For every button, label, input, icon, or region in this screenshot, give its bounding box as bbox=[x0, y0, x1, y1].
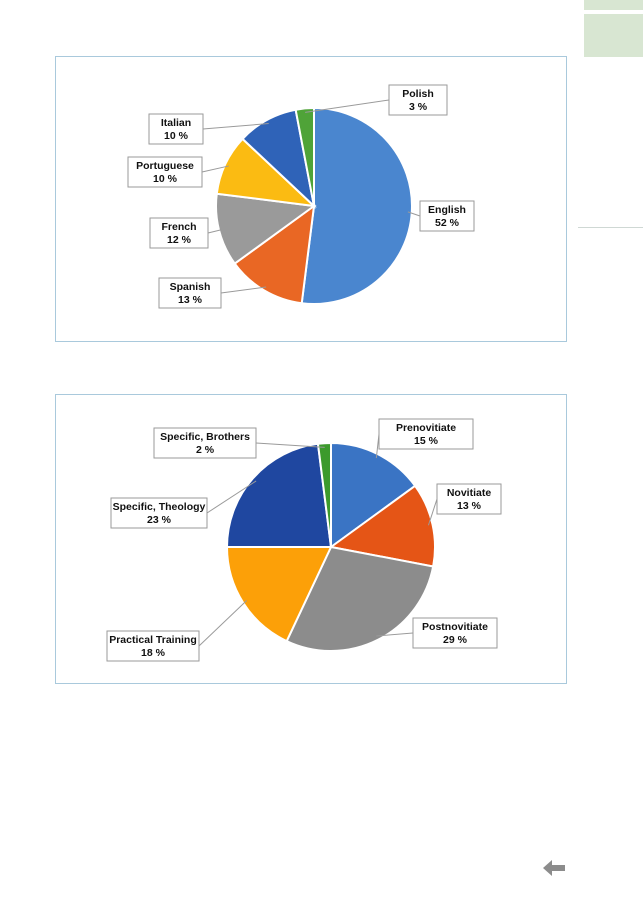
percent-label: 52 % bbox=[435, 217, 460, 229]
category-label: Postnovitiate bbox=[422, 621, 488, 633]
data-label-box bbox=[378, 418, 474, 450]
leader-line-postnovitiate bbox=[376, 632, 414, 637]
leader-line-specific-brothers bbox=[255, 442, 325, 448]
category-label: English bbox=[428, 204, 466, 216]
leader-line-french bbox=[207, 228, 223, 234]
corner-tab bbox=[584, 0, 643, 57]
data-label-box bbox=[419, 200, 475, 232]
category-label: Polish bbox=[402, 88, 434, 100]
percent-label: 2 % bbox=[196, 444, 215, 456]
data-label-box bbox=[388, 84, 448, 116]
leader-line-specific-theology bbox=[206, 480, 257, 514]
category-label: Practical Training bbox=[109, 634, 197, 646]
slice-english bbox=[300, 106, 413, 305]
percent-label: 29 % bbox=[443, 634, 468, 646]
data-label-box bbox=[127, 156, 203, 188]
percent-label: 10 % bbox=[153, 173, 178, 185]
leader-line-italian bbox=[202, 123, 269, 130]
percent-label: 15 % bbox=[414, 435, 439, 447]
leader-line-novitiate bbox=[427, 498, 438, 526]
leader-line-spanish bbox=[220, 286, 267, 294]
percent-label: 3 % bbox=[409, 101, 428, 113]
category-label: Prenovitiate bbox=[396, 422, 456, 434]
percent-label: 18 % bbox=[141, 647, 166, 659]
category-label: Spanish bbox=[170, 281, 211, 293]
slice-novitiate bbox=[328, 484, 436, 568]
slice-spanish bbox=[233, 203, 316, 305]
category-label: Italian bbox=[161, 117, 191, 129]
leader-line-practical-training bbox=[198, 600, 248, 647]
data-label-box bbox=[110, 497, 208, 529]
data-label-box bbox=[436, 483, 502, 515]
data-label-box bbox=[412, 617, 498, 649]
percent-label: 13 % bbox=[457, 500, 482, 512]
category-label: Specific, Brothers bbox=[160, 431, 250, 443]
side-divider bbox=[578, 227, 643, 228]
category-label: Specific, Theology bbox=[113, 501, 206, 513]
percent-label: 10 % bbox=[164, 130, 189, 142]
percent-label: 12 % bbox=[167, 234, 192, 246]
data-label-box bbox=[148, 113, 204, 145]
category-label: French bbox=[161, 221, 196, 233]
leader-line-polish bbox=[305, 99, 390, 113]
slice-postnovitiate bbox=[285, 545, 435, 652]
slice-polish bbox=[294, 106, 315, 207]
percent-label: 13 % bbox=[178, 294, 203, 306]
data-label-box bbox=[106, 630, 200, 662]
corner-tab-divider bbox=[584, 10, 643, 14]
leader-line-english bbox=[407, 211, 421, 217]
category-label: Novitiate bbox=[447, 487, 492, 499]
data-label-box bbox=[153, 427, 257, 459]
slice-prenovitiate bbox=[330, 441, 417, 549]
leader-line-portuguese bbox=[201, 165, 229, 173]
slice-specific-theology bbox=[225, 442, 333, 548]
slice-specific-brothers bbox=[316, 441, 332, 548]
back-arrow-icon[interactable] bbox=[541, 858, 567, 878]
slice-practical-training bbox=[225, 546, 333, 643]
data-label-box bbox=[149, 217, 209, 249]
data-label-box bbox=[158, 277, 222, 309]
percent-label: 23 % bbox=[147, 514, 172, 526]
category-label: Portuguese bbox=[136, 160, 194, 172]
